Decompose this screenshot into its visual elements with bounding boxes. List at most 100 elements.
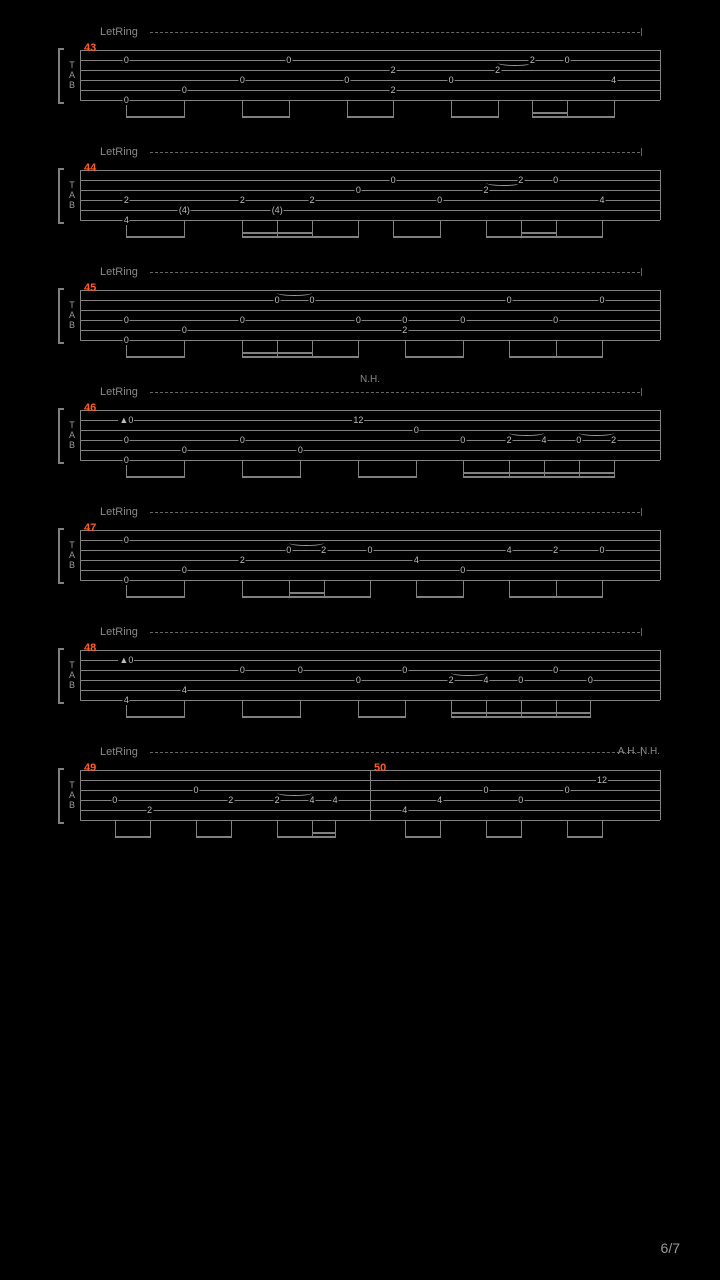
- tab-clef: TAB: [66, 420, 78, 450]
- letring-dashes: [150, 392, 640, 393]
- fret-number: 4: [123, 695, 130, 705]
- string-line: [80, 540, 660, 541]
- staff-bracket: [58, 288, 64, 344]
- beam: [277, 836, 335, 838]
- tab-measure: LetRingA.H. N.H.49TAB5002022444400012: [80, 770, 660, 830]
- beam-secondary: [463, 472, 614, 474]
- beam: [393, 236, 439, 238]
- letring-end: [641, 388, 642, 396]
- beam: [126, 476, 184, 478]
- fret-number: 2: [610, 435, 617, 445]
- tab-measure: LetRing45TAB0000000020000: [80, 290, 660, 350]
- fret-number: 12: [596, 775, 608, 785]
- fret-number: 0: [564, 55, 571, 65]
- beam: [242, 596, 370, 598]
- fret-number: 4: [610, 75, 617, 85]
- fret-number: 2: [274, 795, 281, 805]
- fret-number: 0: [343, 75, 350, 85]
- fret-number: 2: [320, 545, 327, 555]
- fret-number: 0: [123, 575, 130, 585]
- barline: [80, 290, 81, 340]
- note-stem: [300, 700, 301, 718]
- beam: [196, 836, 231, 838]
- barline: [80, 50, 81, 100]
- fret-number: 0: [181, 85, 188, 95]
- barline: [80, 650, 81, 700]
- fret-number: 0: [123, 95, 130, 105]
- beam: [126, 596, 184, 598]
- fret-number: 2: [239, 195, 246, 205]
- fret-number: 0: [366, 545, 373, 555]
- staff-bracket: [58, 528, 64, 584]
- fret-number: 0: [401, 665, 408, 675]
- tab-staff: TAB24(4)2(4)20002204: [80, 170, 660, 230]
- fret-number: 4: [506, 545, 513, 555]
- letring-end: [641, 508, 642, 516]
- fret-number: 0: [459, 315, 466, 325]
- fret-number: 0: [598, 545, 605, 555]
- tie-slur: [451, 670, 486, 676]
- beam: [126, 716, 184, 718]
- string-line: [80, 290, 660, 291]
- beam: [486, 836, 521, 838]
- tab-measure: LetRing44TAB24(4)2(4)20002204: [80, 170, 660, 230]
- note-stem: [289, 100, 290, 118]
- beam: [509, 356, 602, 358]
- fret-number: 0: [552, 315, 559, 325]
- fret-number: 0: [390, 175, 397, 185]
- fret-number: 0: [123, 435, 130, 445]
- beam: [451, 116, 497, 118]
- note-stem: [300, 460, 301, 478]
- note-stem: [358, 340, 359, 358]
- note-stem: [405, 700, 406, 718]
- letring-dashes: [150, 512, 640, 513]
- beam: [532, 116, 613, 118]
- barline: [660, 170, 661, 220]
- letring-dashes: [150, 272, 640, 273]
- fret-number: 0: [355, 315, 362, 325]
- staff-bracket: [58, 768, 64, 824]
- note-stem: [370, 580, 371, 598]
- beam-secondary: [242, 352, 312, 354]
- bar-number: 45: [84, 282, 96, 294]
- note-stem: [416, 460, 417, 478]
- string-line: [80, 80, 660, 81]
- string-line: [80, 100, 660, 101]
- fret-number: 2: [390, 85, 397, 95]
- fret-number: 2: [239, 555, 246, 565]
- note-stem: [358, 220, 359, 238]
- tab-staff: TAB000202040420: [80, 530, 660, 590]
- string-line: [80, 340, 660, 341]
- note-stem: [602, 580, 603, 598]
- fret-number: 0: [239, 435, 246, 445]
- barline: [80, 410, 81, 460]
- beam: [416, 596, 462, 598]
- fret-number: 2: [494, 65, 501, 75]
- fret-number: 4: [181, 685, 188, 695]
- string-line: [80, 700, 660, 701]
- barline: [80, 530, 81, 580]
- string-line: [80, 650, 660, 651]
- string-line: [80, 420, 660, 421]
- note-stem: [602, 220, 603, 238]
- beam: [451, 716, 590, 718]
- bar-number: 44: [84, 162, 96, 174]
- letring-label: LetRing: [100, 266, 138, 278]
- fret-number: 0: [111, 795, 118, 805]
- fret-number: 0: [552, 175, 559, 185]
- bar-number: 43: [84, 42, 96, 54]
- tie-slur: [509, 430, 544, 436]
- fret-number: 0: [123, 455, 130, 465]
- fret-number: 0: [587, 675, 594, 685]
- beam-secondary: [289, 592, 324, 594]
- fret-number: ▲0: [118, 415, 134, 425]
- fret-number: 4: [413, 555, 420, 565]
- fret-number: 12: [352, 415, 364, 425]
- tab-clef: TAB: [66, 660, 78, 690]
- fret-number: 2: [517, 175, 524, 185]
- string-line: [80, 560, 660, 561]
- fret-number: 2: [529, 55, 536, 65]
- fret-number: 0: [517, 675, 524, 685]
- fret-number: 0: [123, 535, 130, 545]
- fret-number: 2: [401, 325, 408, 335]
